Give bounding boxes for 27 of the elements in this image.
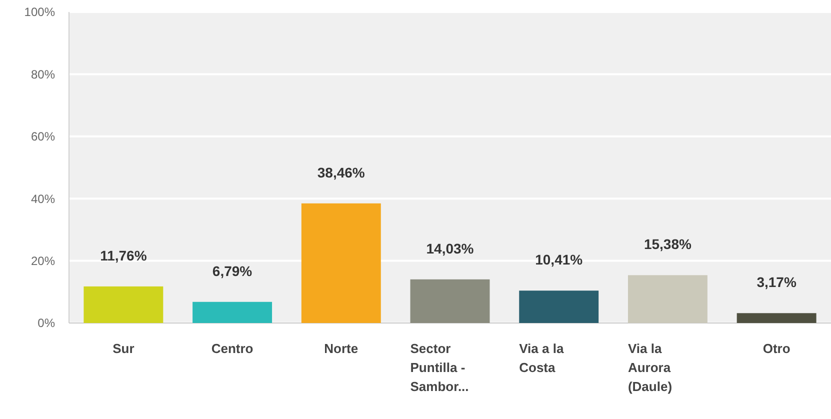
data-label: 11,76% (100, 247, 148, 264)
bar (192, 302, 272, 323)
data-label: 6,79% (212, 262, 253, 279)
x-tick-label: Norte (324, 341, 358, 356)
bar (736, 313, 816, 323)
data-label: 10,41% (535, 252, 584, 268)
y-tick-label: 100% (24, 5, 56, 20)
y-tick-label: 0% (38, 316, 56, 330)
y-tick-label: 80% (30, 67, 56, 82)
x-tick-label: Centro (211, 341, 254, 356)
x-tick-label: Via la Aurora (Daule) (628, 341, 672, 394)
y-tick-label: 20% (30, 254, 56, 268)
bar (519, 290, 599, 323)
data-label: 38,46% (317, 164, 366, 180)
y-tick-label: 60% (30, 130, 56, 144)
bar (301, 203, 381, 323)
x-tick-label: Sur (112, 341, 134, 356)
x-tick-label: Sector Puntilla - Sambor... (410, 341, 469, 394)
bar (628, 275, 708, 323)
data-label: 15,38% (644, 236, 692, 252)
data-label: 14,03% (426, 240, 474, 256)
y-tick-label: 40% (30, 192, 56, 206)
x-tick-label: Via a la Costa (519, 341, 564, 375)
bar (84, 286, 164, 323)
data-label: 3,17% (756, 274, 797, 290)
x-tick-label: Otro (762, 341, 790, 356)
bar (410, 279, 490, 323)
